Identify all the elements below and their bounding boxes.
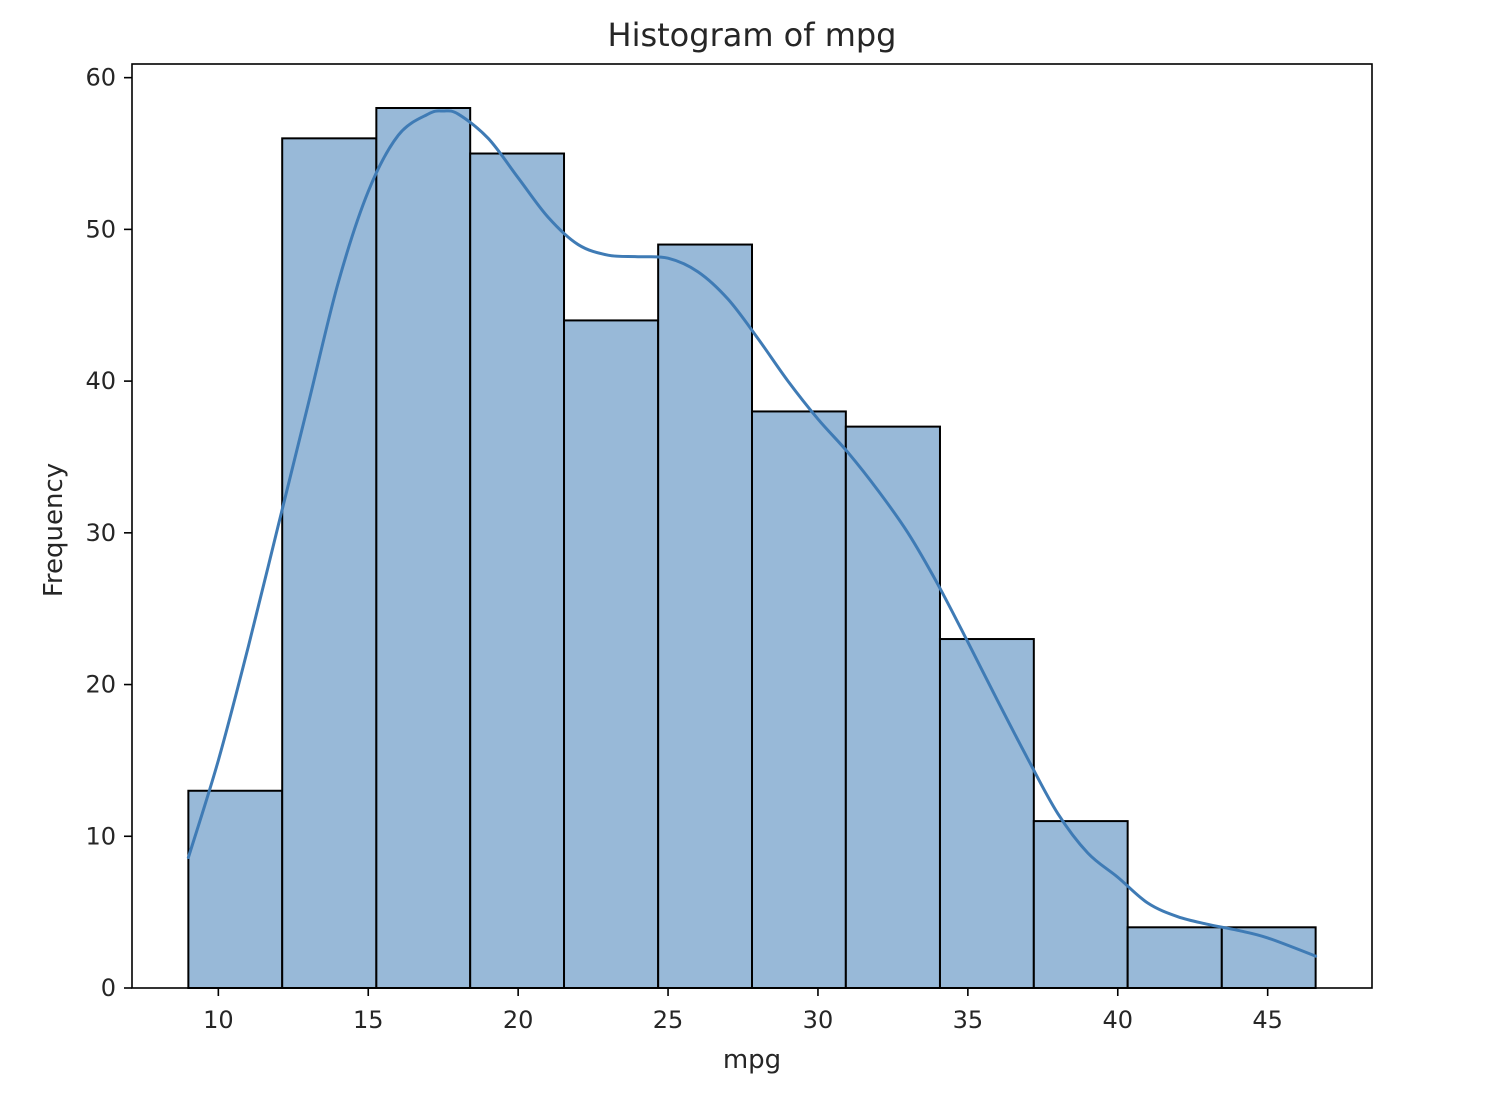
histogram-bar-8	[938, 638, 1035, 989]
histogram-bar-1	[281, 137, 378, 989]
histogram-bar-6	[751, 410, 847, 989]
x-axis-label: mpg	[723, 1045, 781, 1075]
y-tick-label: 20	[85, 671, 116, 699]
chart-title: Histogram of mpg	[608, 16, 897, 54]
y-tick-label: 50	[85, 215, 116, 243]
y-tick-label: 60	[85, 64, 116, 92]
histogram-bar-11	[1220, 926, 1317, 990]
histogram-bar-7	[844, 425, 941, 990]
y-axis-ticks: 0 10 20 30 40 50 60	[85, 64, 132, 1002]
plot-area-frame	[131, 63, 1373, 989]
histogram-bar-3	[469, 152, 566, 990]
y-tick-label: 40	[85, 367, 116, 395]
x-tick-label: 20	[503, 1006, 534, 1034]
x-tick-label: 35	[953, 1006, 984, 1034]
x-tick-label: 40	[1102, 1006, 1133, 1034]
histogram-bar-9	[1032, 820, 1129, 989]
y-tick-label: 30	[85, 519, 116, 547]
y-tick-label: 10	[85, 822, 116, 850]
kde-curve	[186, 109, 1318, 958]
x-tick-label: 45	[1252, 1006, 1283, 1034]
y-axis-label: Frequency	[39, 463, 69, 597]
x-tick-label: 30	[803, 1006, 834, 1034]
histogram-bar-4	[563, 319, 660, 989]
x-axis-ticks: 10 15 20 25 30 35 40 45	[203, 988, 1283, 1034]
histogram-bar-2	[375, 107, 472, 989]
x-tick-label: 25	[653, 1006, 684, 1034]
x-tick-label: 10	[203, 1006, 234, 1034]
y-tick-label: 0	[101, 974, 116, 1002]
histogram-bar-0	[187, 789, 284, 989]
histogram-bar-10	[1126, 926, 1223, 990]
histogram-bars	[187, 107, 1317, 990]
x-tick-label: 15	[353, 1006, 384, 1034]
histogram-bar-5	[657, 243, 753, 990]
